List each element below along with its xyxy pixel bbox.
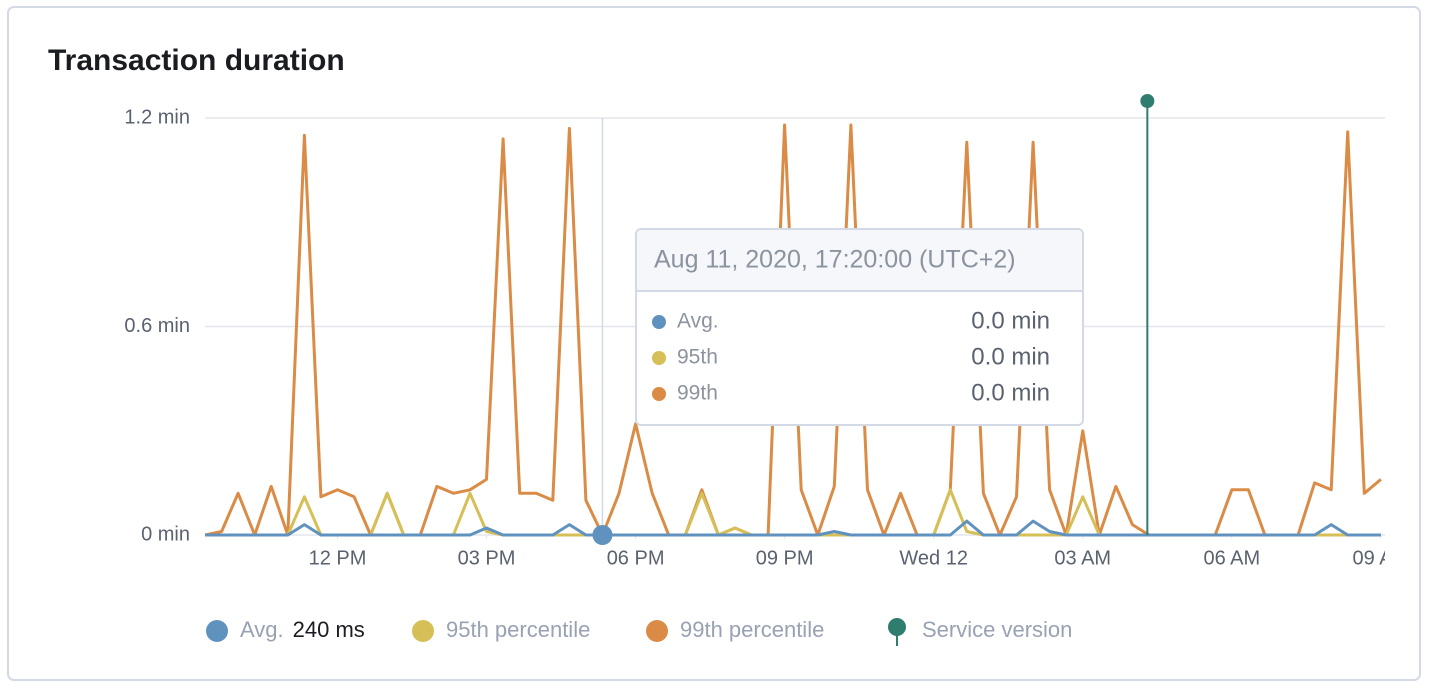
legend-swatch: [412, 620, 434, 642]
legend-label: 99th percentile: [680, 617, 824, 642]
tooltip-header-bg: [637, 230, 1082, 290]
overlay: Aug 11, 2020, 17:20:00 (UTC+2) Avg. 0.0 mi…: [592, 94, 1155, 545]
x-tick-label: 12 PM: [309, 547, 367, 569]
crosshair-point: [592, 525, 613, 545]
legend-pin: [888, 618, 906, 636]
y-tick-label: 0 min: [141, 523, 190, 545]
legend-label: 95th percentile: [446, 617, 590, 642]
y-tick-label: 1.2 min: [124, 106, 190, 128]
y-tick-label: 0.6 min: [124, 315, 190, 337]
x-tick-label: 03 AM: [1054, 547, 1111, 569]
tooltip-swatch: [652, 387, 666, 401]
legend: Avg. 240 ms 95th percentile 99th percentile…: [206, 617, 1072, 646]
annotation-marker: [1140, 94, 1155, 108]
legend-swatch: [646, 620, 668, 642]
x-tick-label: 06 AM: [1203, 547, 1260, 569]
legend-label: Avg.: [240, 617, 284, 642]
x-tick-label: 09 AM: [1353, 547, 1410, 569]
tooltip-name: 99th: [677, 382, 718, 405]
x-tick-label: 09 PM: [756, 547, 814, 569]
tooltip-value: 0.0 min: [971, 307, 1050, 334]
tooltip-swatch: [652, 351, 666, 365]
series-line: [205, 519, 1381, 537]
x-tick-label: Wed 12: [899, 547, 968, 569]
tooltip-value: 0.0 min: [971, 379, 1050, 406]
legend-label: Service version: [922, 617, 1072, 642]
tooltip-value: 0.0 min: [971, 343, 1050, 370]
chart-title: Transaction duration: [48, 44, 345, 77]
tooltip-name: Avg.: [677, 310, 719, 333]
legend-swatch: [206, 620, 228, 642]
tooltip-swatch: [652, 315, 666, 329]
x-tick-label: 06 PM: [607, 547, 665, 569]
tooltip-name: 95th: [677, 346, 718, 369]
tooltip-title: Aug 11, 2020, 17:20:00 (UTC+2): [654, 246, 1016, 274]
legend-value: 240 ms: [293, 617, 365, 642]
x-tick-label: 03 PM: [458, 547, 516, 569]
grid: 0 min 0.6 min 1.2 min 12 PM 03 PM 06 PM 09 PM W…: [124, 106, 1410, 569]
